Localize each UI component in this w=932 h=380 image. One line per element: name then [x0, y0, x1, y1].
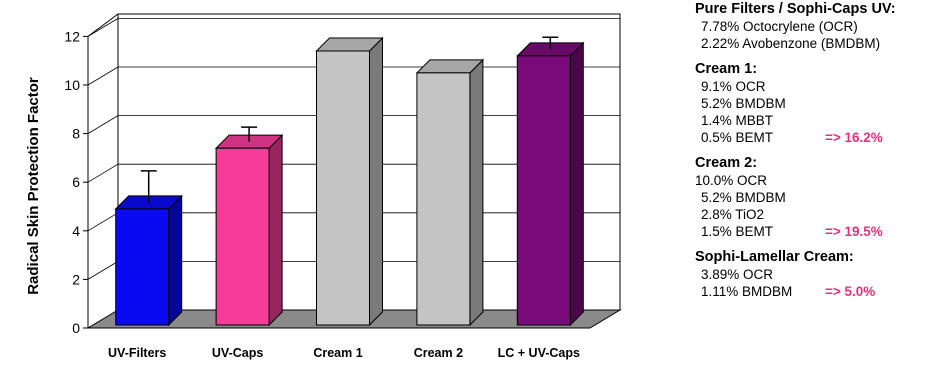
legend-line: 9.1% OCR [695, 78, 930, 95]
bar-cream-2 [415, 58, 485, 327]
legend-group-title: Cream 2: [695, 155, 758, 171]
ingredient-text: 1.5% BEMT [701, 224, 774, 239]
legend-group: Cream 1: 9.1% OCR 5.2% BMDBM 1.4% MBBT 0.5% … [695, 60, 930, 146]
y-axis-label: Radical Skin Protection Factor [25, 77, 42, 295]
legend-line: 1.5% BEMT => 19.5% [695, 223, 930, 240]
bar-chart: 0 2 4 6 8 10 12 UV-Filters UV-Caps Cream 1 Cream … [25, 13, 622, 360]
result-value: => 19.5% [825, 224, 883, 239]
ingredient-text: 9.1% OCR [701, 79, 766, 94]
ingredient-text: 2.22% Avobenzone (BMDBM) [701, 36, 881, 51]
ingredient-text: 1.11% BMDBM [701, 284, 793, 299]
legend-line: 0.5% BEMT => 16.2% [695, 129, 930, 146]
legend-line: 7.78% Octocrylene (OCR) [695, 18, 930, 35]
legend-group-title: Pure Filters / Sophi-Caps UV: [695, 1, 896, 17]
ingredient-text: 1.4% MBBT [701, 113, 774, 128]
x-tick-label: Cream 1 [313, 346, 362, 360]
bar-front [416, 72, 471, 326]
legend-group: Pure Filters / Sophi-Caps UV: 7.78% Octoc… [695, 0, 930, 52]
formulation-legend: Pure Filters / Sophi-Caps UV: 7.78% Octoc… [695, 0, 930, 308]
legend-line: 5.2% BMDBM [695, 189, 930, 206]
gridline-depth [87, 212, 119, 232]
y-tick-label: 8 [72, 126, 80, 142]
y-tick-label: 6 [72, 174, 80, 190]
y-tick-label: 10 [64, 77, 80, 93]
x-axis-labels: UV-Filters UV-Caps Cream 1 Cream 2 LC + UV-C… [108, 346, 580, 360]
x-tick-label: Cream 2 [414, 346, 463, 360]
top-depth-line [87, 13, 119, 37]
gridline-depth [87, 115, 119, 134]
x-tick-label: LC + UV-Caps [498, 346, 580, 360]
y-tick-label: 0 [72, 320, 80, 336]
bar-side [268, 133, 283, 327]
ingredient-text: 7.78% Octocrylene (OCR) [701, 19, 858, 34]
ingredient-text: 0.5% BEMT [701, 130, 774, 145]
gridline-depth [87, 163, 119, 183]
bar-side [569, 41, 584, 327]
x-tick-label: UV-Filters [108, 346, 166, 360]
y-axis: 0 2 4 6 8 10 12 [64, 28, 88, 336]
ingredient-text: 2.8% TiO2 [701, 207, 765, 222]
bars [114, 36, 585, 327]
legend-group: Sophi-Lamellar Cream: 3.89% OCR 1.11% BMDB… [695, 248, 930, 300]
bar-side [469, 58, 484, 327]
gridline-depth [87, 18, 119, 37]
legend-line: 1.4% MBBT [695, 112, 930, 129]
ingredient-text: 5.2% BMDBM [701, 190, 786, 205]
bar-side [168, 194, 183, 327]
ingredient-text: 10.0% OCR [695, 173, 768, 188]
x-tick-label: UV-Caps [212, 346, 263, 360]
bar-cream-1 [315, 36, 384, 327]
legend-group-title: Sophi-Lamellar Cream: [695, 249, 854, 265]
bar-front [316, 50, 370, 326]
legend-group-title: Cream 1: [695, 61, 758, 77]
y-tick-label: 4 [72, 223, 80, 239]
bar-lc-uv-caps [516, 36, 585, 327]
y-tick-label: 12 [64, 28, 80, 44]
bar-front [215, 147, 270, 326]
legend-line: 2.22% Avobenzone (BMDBM) [695, 35, 930, 52]
legend-group: Cream 2: 10.0% OCR 5.2% BMDBM 2.8% TiO2 1.5%… [695, 154, 930, 240]
legend-line: 5.2% BMDBM [695, 95, 930, 112]
bar-uv-filters [114, 170, 183, 327]
ingredient-text: 3.89% OCR [701, 267, 774, 282]
bar-front [516, 55, 571, 326]
result-value: => 16.2% [825, 130, 883, 145]
result-value: => 5.0% [825, 284, 876, 299]
bar-side [369, 36, 383, 327]
legend-line: 10.0% OCR [695, 172, 930, 189]
gridline-depth [87, 261, 119, 280]
ingredient-text: 5.2% BMDBM [701, 96, 786, 111]
legend-line: 1.11% BMDBM => 5.0% [695, 283, 930, 300]
y-tick-label: 2 [72, 271, 80, 287]
legend-line: 3.89% OCR [695, 266, 930, 283]
bar-uv-caps [214, 126, 284, 327]
gridline-depth [87, 66, 119, 86]
bar-front [115, 208, 170, 326]
legend-line: 2.8% TiO2 [695, 206, 930, 223]
